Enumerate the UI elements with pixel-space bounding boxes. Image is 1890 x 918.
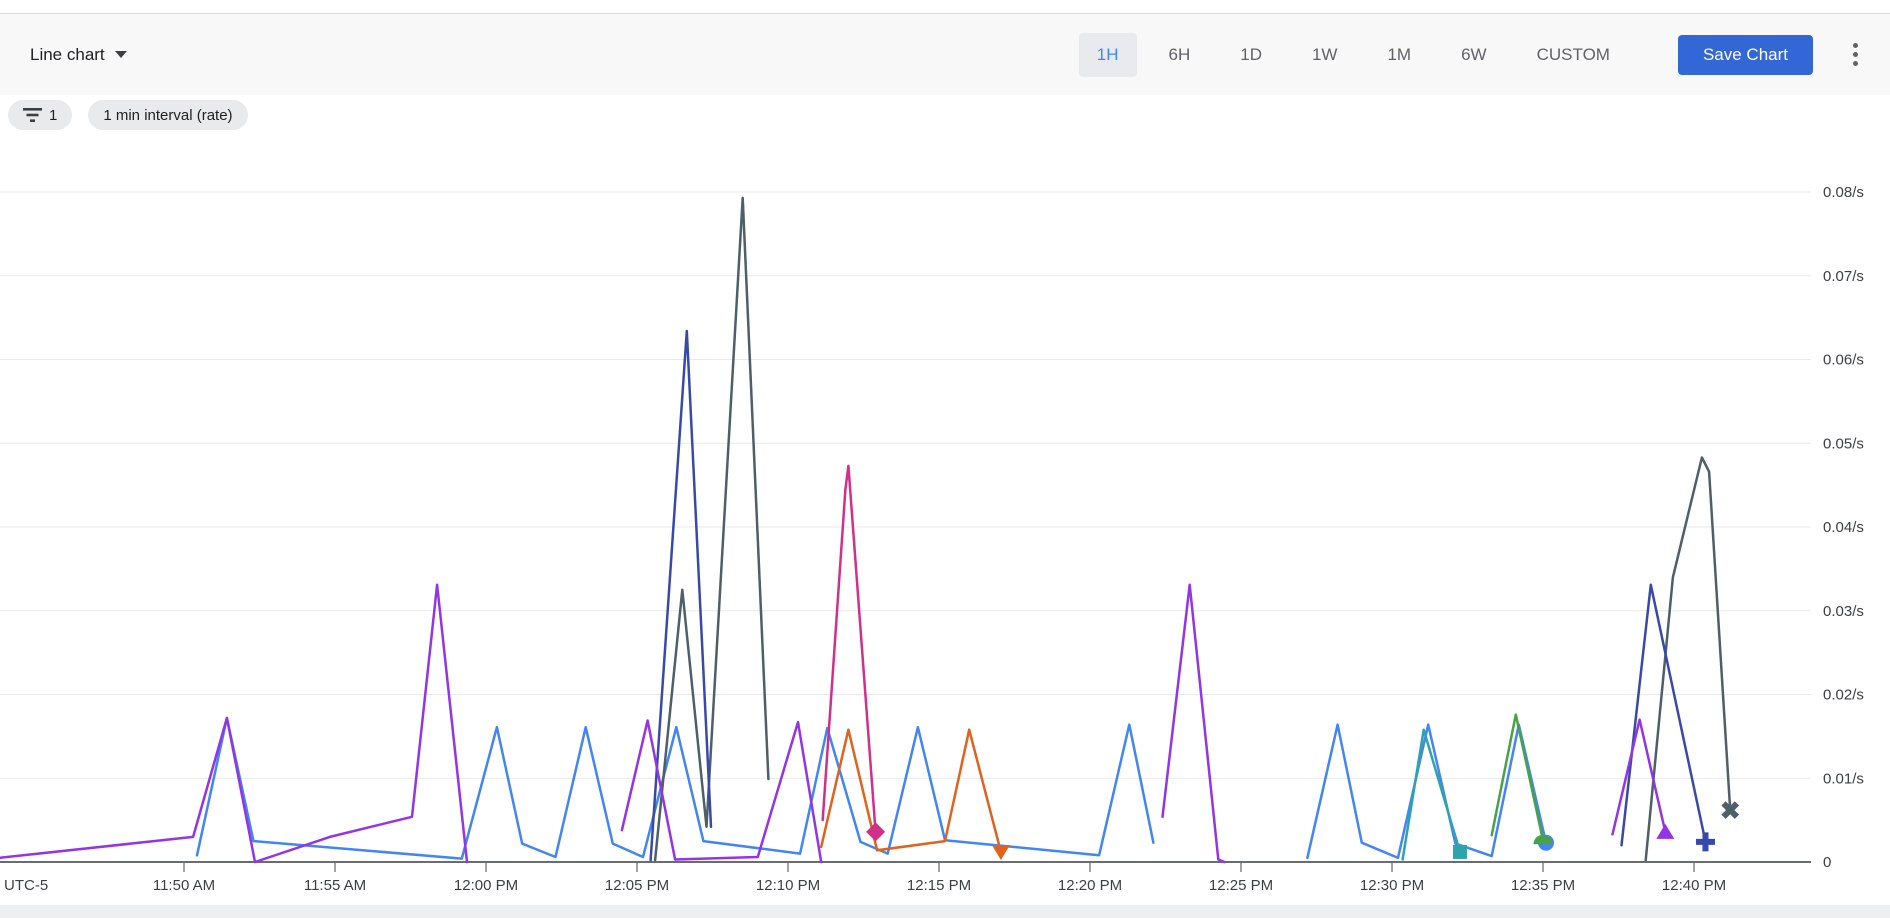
series-line-purple [620,719,823,864]
series-line-purple [0,583,469,864]
top-strip [0,0,1890,13]
range-button-1w[interactable]: 1W [1294,33,1356,77]
chart-type-label: Line chart [30,44,105,64]
save-chart-button[interactable]: Save Chart [1677,34,1813,75]
series-line-purple [1611,718,1667,836]
end-marker-plus-navy [1695,832,1715,852]
x-axis-label: 11:50 AM [153,877,215,894]
end-marker-semicircle-green [1533,834,1553,845]
x-axis-label: 12:20 PM [1058,877,1122,894]
range-button-6w[interactable]: 6W [1443,33,1505,77]
x-axis-label: 12:35 PM [1511,877,1575,894]
end-marker-x-slate [1721,801,1740,819]
series-line-orange [819,728,1003,854]
y-axis-label: 0.02/s [1823,687,1864,704]
timezone-label: UTC-5 [4,877,48,894]
x-axis-label: 12:00 PM [454,877,518,894]
range-button-custom[interactable]: CUSTOM [1519,33,1628,77]
filter-chip-row: 1 1 min interval (rate) [8,100,1890,130]
filter-list-icon [23,108,42,122]
end-marker-diamond-pink [866,822,886,842]
range-button-1h[interactable]: 1H [1078,32,1137,77]
end-marker-triangle-up-purple [1656,823,1675,839]
chart-type-dropdown[interactable]: Line chart [30,45,127,65]
series-line-purple [1161,583,1226,864]
interval-chip-label: 1 min interval (rate) [103,106,233,124]
y-axis-label: 0.07/s [1823,268,1864,285]
filter-count: 1 [49,106,58,124]
y-axis-label: 0.06/s [1823,352,1864,369]
y-axis-label: 0.05/s [1823,435,1864,452]
x-axis-label: 12:15 PM [907,877,971,894]
y-axis-label: 0.01/s [1823,770,1864,787]
interval-chip[interactable]: 1 min interval (rate) [88,100,248,130]
series-line-slate [653,196,770,862]
x-axis-label: 12:30 PM [1360,877,1424,894]
x-axis-label: 12:25 PM [1209,877,1273,894]
x-axis-label: 12:05 PM [605,877,669,894]
y-axis-label: 0.03/s [1823,603,1864,620]
series-line-navy [649,329,713,862]
x-axis-label: 12:10 PM [756,877,820,894]
series-line-green [1490,713,1545,842]
range-button-1d[interactable]: 1D [1222,33,1280,77]
more-options-icon[interactable] [1847,37,1864,72]
range-button-1m[interactable]: 1M [1369,33,1429,77]
series-line-slate [1644,456,1732,862]
series-line-navy [1620,583,1707,847]
time-range-selector: 1H 6H 1D 1W 1M 6W CUSTOM [1078,32,1628,77]
y-axis-label: 0.04/s [1823,519,1864,536]
end-marker-triangle-down-orange [991,844,1010,860]
filter-chip[interactable]: 1 [8,100,73,130]
chevron-down-icon [114,51,127,58]
chart-toolbar: Line chart 1H 6H 1D 1W 1M 6W CUSTOM Save Chart [0,13,1890,95]
series-line-blue [195,716,1155,860]
x-axis-label: 11:55 AM [304,877,366,894]
x-axis-label: 12:40 PM [1662,877,1726,894]
range-button-6h[interactable]: 6H [1151,33,1209,77]
y-axis-label: 0 [1823,854,1831,871]
y-axis-label: 0.08/s [1823,184,1864,201]
end-marker-square-teal [1452,844,1467,859]
series-line-blue [1306,723,1548,860]
bottom-strip [0,905,1890,918]
series-line-teal [1401,728,1462,861]
series-line-pink [821,464,877,834]
